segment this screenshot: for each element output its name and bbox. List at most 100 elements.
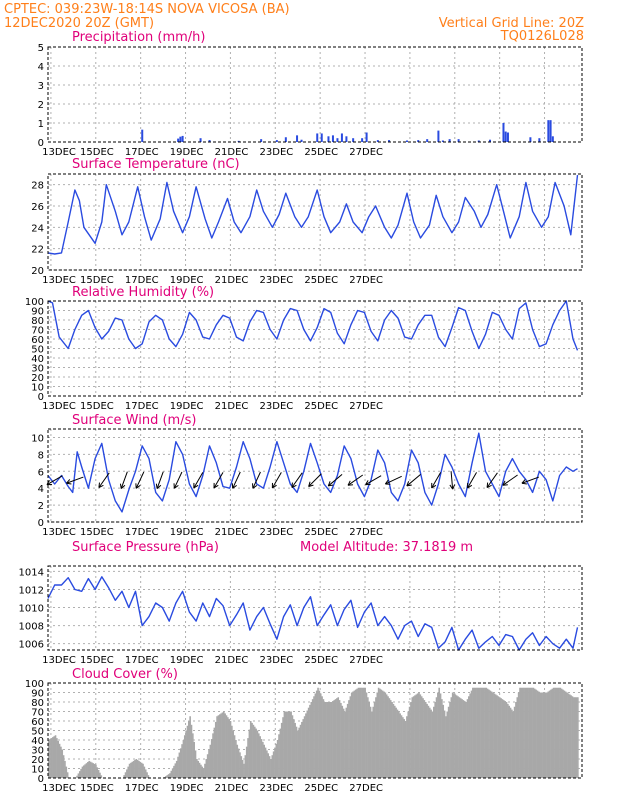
cloud-bar [323,702,326,778]
cloud-bar [272,751,275,778]
header-station: CPTEC: 039:23W-18:14S NOVA VICOSA (BA) [4,2,290,17]
precip-bar [336,138,339,142]
cloud-bar [392,703,395,778]
cloud-xtick-label: 23DEC [260,783,294,794]
cloud-bar [243,763,245,778]
wind-arrow-head [308,484,314,487]
cloud-bar [81,766,84,778]
temp-xtick-label: 25DEC [304,275,338,286]
cloud-bar [449,702,451,778]
cloud-bar [311,699,314,778]
cloud-bar [194,750,197,778]
precip-ytick-label: 2 [38,100,44,111]
cloud-bar [204,763,206,778]
wind-arrow-head [213,484,219,489]
cloud-bar [424,702,427,778]
cloud-bar [56,738,58,778]
cloud-bar [523,687,525,778]
precip-bar [457,139,460,142]
cloud-bar [294,722,296,778]
cloud-bar [166,775,169,778]
cloud-bar [501,699,504,778]
cloud-xtick-label: 17DEC [125,783,159,794]
pressure-xtick-label: 15DEC [80,655,114,666]
cloud-bar [326,702,329,778]
precip-bar [437,130,440,142]
cloud-bar [262,741,264,778]
cloud-bar [407,711,410,778]
cloud-bar [453,693,455,778]
wind-arrow-head [365,480,369,485]
wind-ytick-label: 4 [38,484,44,495]
cloud-bar [97,770,100,778]
cloud-bar [314,693,317,778]
precip-xtick-label: 15DEC [80,147,114,158]
cloud-bar [414,695,416,778]
cloud-bar [468,696,470,778]
cloud-bar [455,695,458,778]
cloud-bar [286,711,288,778]
cloud-bar [80,768,82,778]
cloud-bar [165,776,167,778]
precip-bar [551,136,554,142]
precip-ytick-label: 1 [38,119,44,130]
cloud-bar [552,687,555,778]
cloud-bar [416,693,419,778]
precip-bar [284,137,287,142]
cloud-bar [240,756,243,778]
cloud-bar [542,692,544,778]
cloud-bar [305,713,307,778]
wind-xtick-label: 21DEC [215,527,249,538]
cloud-bar [58,743,61,778]
cloud-xtick-label: 27DEC [349,783,383,794]
cloud-bar [540,692,543,778]
cloud-bar [134,759,136,778]
precip-bar [506,132,509,142]
temp-series-line [47,175,579,255]
cloud-bar [77,773,80,778]
precip-bar [141,129,144,142]
cloud-bar [410,702,412,778]
cloud-bar [450,697,453,778]
cloud-bar [381,690,384,778]
cloud-bar [297,730,299,778]
cloud-bar [554,687,556,778]
cloud-bar [442,704,445,778]
cloud-bar [235,740,237,778]
cloud-bar [403,719,406,778]
cloud-bar [237,748,240,778]
cloud-bar [539,692,541,778]
cloud-bar [178,752,181,778]
precip-xtick-label: 13DEC [42,147,76,158]
cloud-bar [474,687,477,778]
cloud-bar [469,693,471,778]
cloud-bar [196,759,198,778]
cloud-bar [488,689,490,778]
cloud-bar [266,750,268,778]
cloud-bar [332,701,334,778]
cloud-bar [185,730,187,778]
cloud-bar [169,773,171,778]
cloud-bar [560,688,563,778]
cloud-bar [344,711,346,778]
cloud-bar [87,762,89,778]
cloud-bar [60,746,62,778]
cloud-bar [167,774,170,778]
cloud-bar [136,759,139,778]
pressure-xtick-label: 13DEC [42,655,76,666]
cloud-bar [497,696,500,778]
cloud-bar [256,730,259,778]
wind-title: Surface Wind (m/s) [72,413,196,428]
cloud-bar [92,763,95,778]
wind-xtick-label: 27DEC [349,527,383,538]
rh-ytick-label: 60 [31,335,44,346]
cloud-bar [431,711,434,778]
wind-ytick-label: 8 [38,450,44,461]
cloud-bar [555,687,558,778]
cloud-bar [473,687,476,778]
cloud-bar [496,695,498,778]
cloud-xtick-label: 15DEC [80,783,114,794]
wind-arrow [502,474,518,486]
temp-xtick-label: 15DEC [80,275,114,286]
cloud-bar [220,713,222,778]
